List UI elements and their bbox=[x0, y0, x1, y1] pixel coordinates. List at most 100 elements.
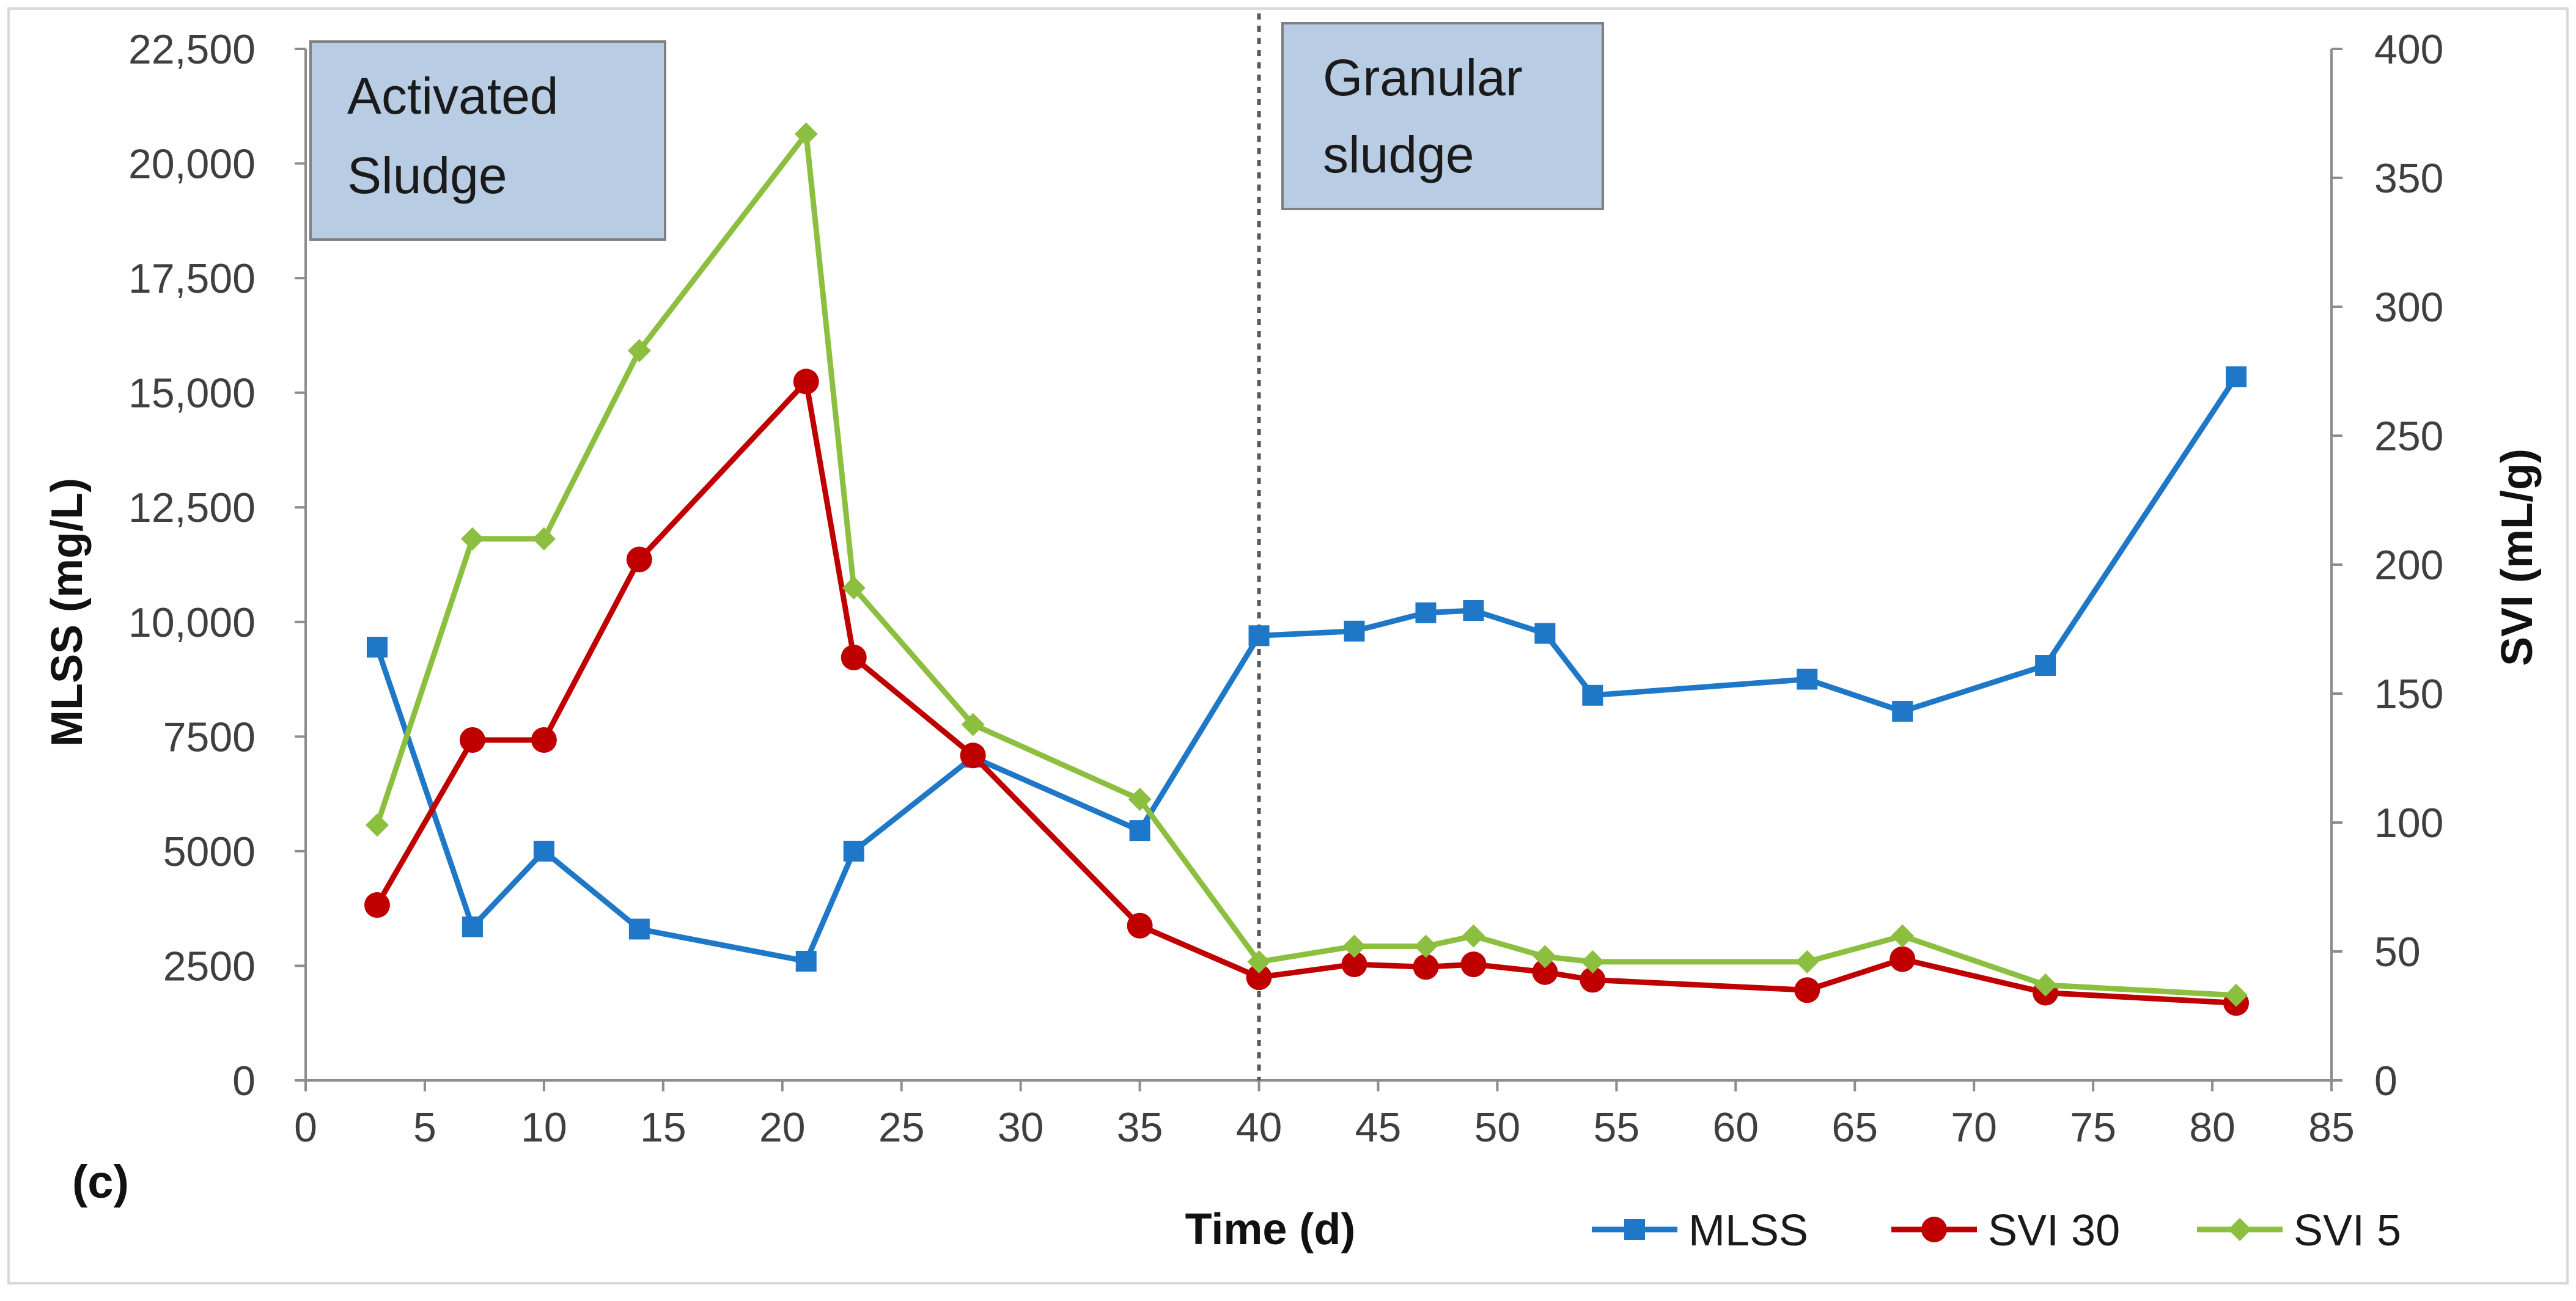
panel-label: (c) bbox=[72, 1156, 129, 1208]
data-point-svi-5 bbox=[1891, 924, 1915, 948]
data-point-mlss bbox=[1344, 620, 1365, 642]
legend-item-svi-30: SVI 30 bbox=[1891, 1206, 2120, 1255]
data-point-svi-5 bbox=[1128, 788, 1152, 812]
y-right-tick-label: 0 bbox=[2374, 1058, 2398, 1104]
data-point-svi-5 bbox=[961, 713, 985, 736]
data-point-mlss bbox=[1534, 623, 1556, 644]
data-point-mlss bbox=[795, 950, 817, 972]
data-point-mlss bbox=[1129, 820, 1150, 841]
legend-item-mlss: MLSS bbox=[1592, 1206, 1808, 1255]
data-point-svi-5 bbox=[365, 813, 389, 837]
phase-label-line: Granular bbox=[1323, 49, 1523, 106]
phase-label-line: Sludge bbox=[347, 147, 507, 204]
y-right-axis-ticks: 0 50 100 150 200 250 300 350 400 bbox=[2331, 26, 2443, 1104]
data-point-svi-30 bbox=[793, 368, 819, 395]
y-left-tick-label: 17,500 bbox=[128, 255, 256, 302]
y-right-tick-label: 300 bbox=[2374, 284, 2443, 331]
y-right-tick-label: 250 bbox=[2374, 413, 2443, 460]
y-right-tick-label: 400 bbox=[2374, 26, 2443, 73]
data-point-mlss bbox=[843, 840, 864, 862]
x-axis-title: Time (d) bbox=[1185, 1205, 1356, 1254]
legend-marker bbox=[1624, 1219, 1645, 1240]
data-point-mlss bbox=[366, 637, 388, 658]
x-tick-label: 75 bbox=[2070, 1104, 2116, 1151]
x-tick-label: 80 bbox=[2189, 1104, 2236, 1151]
legend: MLSS SVI 30 SVI 5 bbox=[1592, 1206, 2401, 1255]
x-tick-label: 5 bbox=[413, 1104, 436, 1151]
data-point-svi-5 bbox=[1795, 950, 1819, 973]
legend-marker bbox=[1921, 1217, 1947, 1242]
data-point-mlss bbox=[533, 840, 554, 862]
data-point-svi-30 bbox=[960, 742, 986, 769]
data-point-mlss bbox=[462, 916, 483, 937]
phase-label-activated-sludge: Activated Sludge bbox=[309, 40, 666, 241]
data-point-svi-5 bbox=[1414, 934, 1438, 958]
data-point-svi-30 bbox=[1413, 954, 1439, 980]
series-layer bbox=[364, 122, 2250, 1016]
x-tick-label: 20 bbox=[759, 1104, 806, 1151]
data-point-svi-30 bbox=[1460, 951, 1487, 978]
data-point-svi-5 bbox=[627, 339, 651, 362]
data-point-svi-5 bbox=[1342, 934, 1366, 958]
y-left-axis-ticks: 0 2500 5000 7500 10,000 12,500 15,000 17,500 20,… bbox=[128, 26, 306, 1104]
series-line-mlss bbox=[374, 375, 2239, 964]
phase-label-box bbox=[1281, 22, 1604, 210]
data-point-mlss bbox=[628, 918, 650, 940]
y-left-tick-label: 5000 bbox=[163, 829, 256, 875]
data-point-svi-30 bbox=[1127, 912, 1153, 939]
data-point-svi-5 bbox=[532, 527, 556, 551]
y-left-tick-label: 12,500 bbox=[128, 485, 256, 531]
legend-label: SVI 30 bbox=[1988, 1206, 2120, 1255]
phase-label-line: sludge bbox=[1323, 126, 1474, 183]
data-point-mlss bbox=[1797, 669, 1818, 690]
y-right-tick-label: 200 bbox=[2374, 542, 2443, 588]
y-left-tick-label: 2500 bbox=[163, 943, 256, 989]
legend-item-svi-5: SVI 5 bbox=[2197, 1206, 2401, 1255]
data-point-mlss bbox=[1248, 625, 1270, 647]
x-tick-label: 35 bbox=[1117, 1104, 1163, 1151]
x-axis-ticks: 0 5 10 15 20 25 30 35 40 45 50 55 60 65 70 75 80 85 bbox=[294, 1080, 2355, 1151]
y-right-tick-label: 150 bbox=[2374, 671, 2443, 717]
y-left-tick-label: 22,500 bbox=[128, 26, 256, 73]
x-tick-label: 50 bbox=[1474, 1104, 1521, 1151]
data-point-svi-30 bbox=[1341, 951, 1367, 978]
data-point-svi-30 bbox=[364, 892, 390, 918]
legend-label: SVI 5 bbox=[2294, 1206, 2401, 1255]
legend-marker bbox=[2228, 1218, 2251, 1241]
data-point-mlss bbox=[1415, 602, 1437, 623]
data-point-svi-30 bbox=[1794, 977, 1820, 1003]
y-left-tick-label: 20,000 bbox=[128, 141, 256, 188]
data-point-svi-5 bbox=[1581, 950, 1605, 973]
x-tick-label: 70 bbox=[1951, 1104, 1997, 1151]
y-right-tick-label: 100 bbox=[2374, 800, 2443, 846]
data-point-svi-5 bbox=[1247, 950, 1271, 973]
x-tick-label: 0 bbox=[294, 1104, 317, 1151]
x-tick-label: 40 bbox=[1236, 1104, 1282, 1151]
data-point-svi-30 bbox=[459, 727, 485, 753]
data-point-svi-30 bbox=[1532, 959, 1558, 985]
y-right-axis-title: SVI (mL/g) bbox=[2493, 449, 2542, 666]
phase-label-box bbox=[309, 40, 666, 241]
x-tick-label: 85 bbox=[2308, 1104, 2355, 1151]
y-right-tick-label: 350 bbox=[2374, 155, 2443, 202]
y-left-tick-label: 10,000 bbox=[128, 599, 256, 646]
data-point-svi-30 bbox=[626, 546, 652, 573]
x-tick-label: 60 bbox=[1712, 1104, 1759, 1151]
x-tick-label: 15 bbox=[640, 1104, 686, 1151]
x-tick-label: 10 bbox=[521, 1104, 567, 1151]
data-point-svi-5 bbox=[1462, 924, 1485, 948]
series-svi-5 bbox=[365, 122, 2248, 1007]
y-left-tick-label: 7500 bbox=[163, 714, 256, 760]
series-mlss bbox=[366, 366, 2247, 972]
data-point-svi-5 bbox=[1533, 945, 1557, 969]
y-left-tick-label: 0 bbox=[232, 1058, 256, 1104]
x-tick-label: 30 bbox=[998, 1104, 1044, 1151]
data-point-svi-30 bbox=[531, 727, 557, 753]
legend-label: MLSS bbox=[1688, 1206, 1808, 1255]
x-tick-label: 45 bbox=[1355, 1104, 1402, 1151]
phase-label-granular-sludge: Granular sludge bbox=[1281, 22, 1604, 210]
data-point-mlss bbox=[2226, 366, 2247, 387]
data-point-svi-5 bbox=[2034, 973, 2058, 997]
y-left-tick-label: 15,000 bbox=[128, 370, 256, 417]
